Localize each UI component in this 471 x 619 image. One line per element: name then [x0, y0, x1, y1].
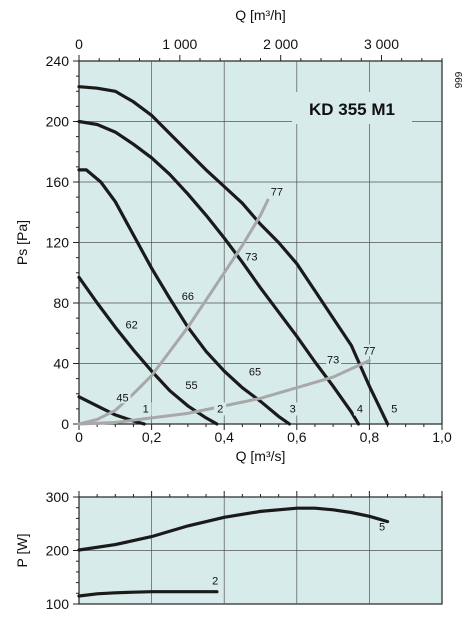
efficiency-line-1 [77, 198, 270, 426]
x-tick-label: 0,8 [360, 429, 380, 445]
y-tick-label: 160 [46, 174, 70, 190]
curve-label-bg [353, 402, 366, 416]
y-tick-label: 240 [46, 53, 70, 69]
y-tick-label: 200 [46, 114, 70, 130]
efficiency-label: 66 [182, 291, 194, 303]
x-tick-label: 0,6 [287, 429, 307, 445]
curve-label-bg [388, 402, 401, 416]
x2-tick-label: 3 000 [364, 36, 399, 52]
efficiency-label-bg [326, 353, 342, 366]
curve-label-2: 2 [217, 403, 223, 415]
efficiency-label-bg [362, 344, 378, 357]
power-curve-label-5: 5 [379, 522, 385, 534]
efficiency-label: 55 [185, 380, 197, 392]
efficiency-label: 73 [327, 355, 339, 367]
side-code: 666 [452, 72, 463, 89]
curve-label-4: 4 [357, 403, 363, 415]
y-tick-label: 120 [46, 235, 70, 251]
power-y-tick-label: 300 [46, 489, 70, 505]
efficiency-label-bg [248, 365, 264, 378]
fan-curve-1 [77, 395, 146, 426]
power-y-axis-title: P [W] [14, 534, 30, 568]
efficiency-label: 62 [126, 320, 138, 332]
efficiency-label: 73 [245, 252, 257, 264]
y-tick-label: 80 [53, 295, 69, 311]
title-box [292, 92, 412, 124]
efficiency-label: 77 [271, 187, 283, 199]
efficiency-label-bg [115, 391, 131, 404]
power-chart: 100 200 300 P [W] 5 2 [14, 489, 443, 612]
y-tick-label: 0 [61, 416, 69, 432]
curve-label-bg [214, 402, 227, 416]
efficiency-label: 77 [363, 345, 375, 357]
curve-label-1: 1 [143, 403, 149, 415]
y-axis-title: Ps [Pa] [14, 220, 30, 265]
x-tick-label: 0 [75, 429, 83, 445]
y-tick-label: 40 [53, 356, 69, 372]
curve-label-bg [139, 402, 152, 416]
efficiency-label: 65 [249, 367, 261, 379]
power-curve-label-2: 2 [212, 576, 218, 588]
chart-title: KD 355 M1 [309, 100, 395, 119]
fan-curve-2 [77, 275, 219, 426]
pressure-flow-chart: 0 0,2 0,4 0,6 0,8 1,0 Q [m³/s] 0 1 000 2 000 3 000… [14, 7, 463, 464]
efficiency-label-bg [124, 318, 140, 331]
curve-label-5: 5 [391, 403, 397, 415]
x2-axis-title: Q [m³/h] [235, 7, 286, 23]
curve-label-bg [286, 402, 299, 416]
curve-label-3: 3 [290, 403, 296, 415]
efficiency-label-bg [244, 250, 260, 263]
x2-tick-label: 2 000 [263, 36, 298, 52]
efficiency-label-bg [269, 185, 285, 198]
x-tick-label: 0,2 [142, 429, 162, 445]
x-axis-title: Q [m³/s] [236, 448, 286, 464]
x2-tick-label: 0 [75, 36, 83, 52]
fan-curve-4 [77, 119, 361, 426]
power-y-tick-label: 100 [46, 596, 70, 612]
efficiency-label-bg [180, 289, 196, 302]
power-curve-2 [77, 590, 219, 598]
fan-curve-5 [77, 85, 390, 426]
x-tick-label: 1,0 [432, 429, 452, 445]
power-curve-5 [77, 506, 390, 552]
x2-tick-label: 1 000 [162, 36, 197, 52]
efficiency-label: 45 [116, 392, 128, 404]
x-tick-label: 0,4 [214, 429, 234, 445]
power-y-tick-label: 200 [46, 543, 70, 559]
efficiency-label-bg [184, 379, 200, 392]
